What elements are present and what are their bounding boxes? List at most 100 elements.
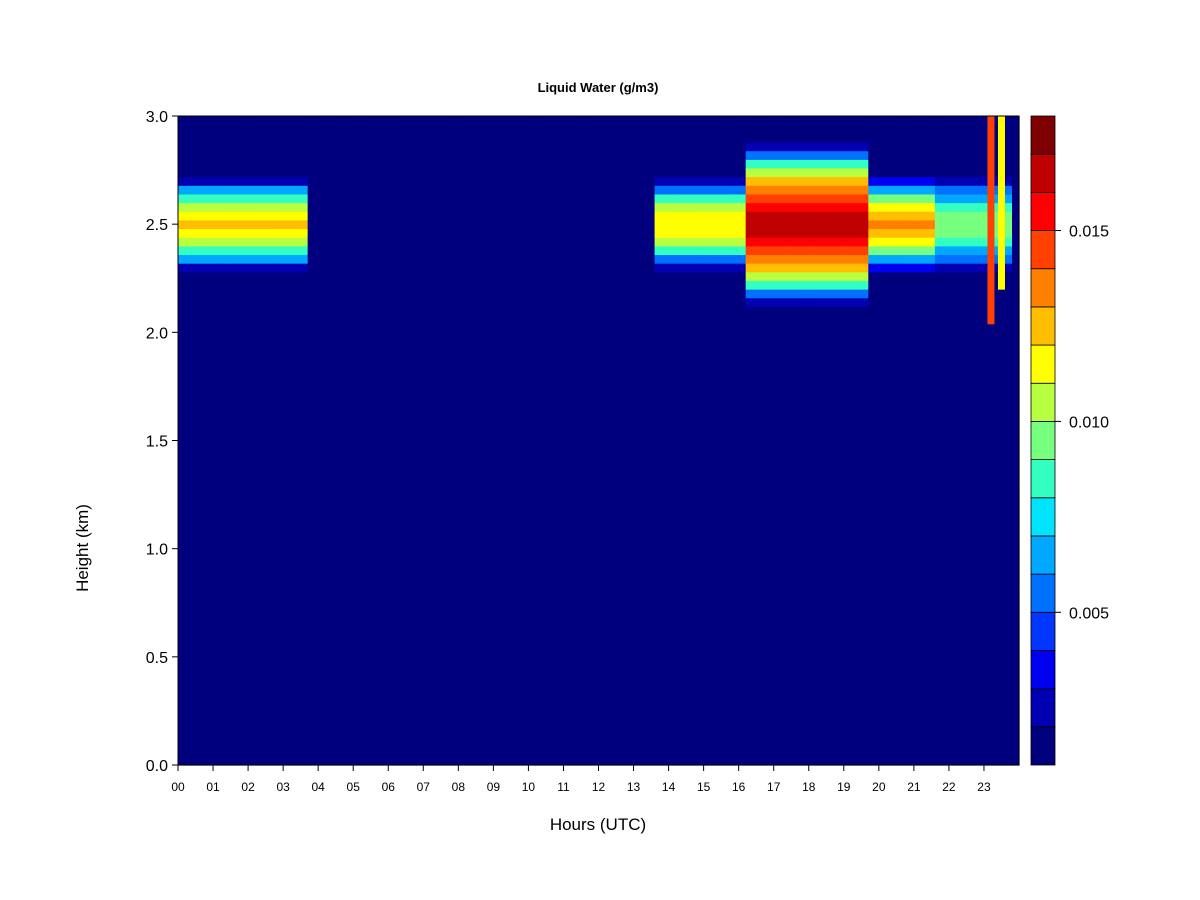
heatmap-cell: [367, 661, 372, 671]
heatmap-cell: [321, 756, 326, 766]
heatmap-cell: [199, 522, 204, 532]
heatmap-cell: [223, 444, 228, 455]
heatmap-cell: [339, 323, 344, 333]
heatmap-cell: [374, 548, 379, 558]
heatmap-cell: [234, 141, 239, 152]
heatmap-cell: [258, 548, 263, 558]
heatmap-cell: [377, 228, 382, 238]
heatmap-cell: [297, 289, 302, 299]
heatmap-cell: [300, 496, 305, 506]
heatmap-cell: [269, 609, 274, 619]
heatmap-cell: [307, 488, 312, 498]
heatmap-cell: [279, 704, 284, 714]
heatmap-cell: [342, 695, 347, 706]
heatmap-cell: [269, 185, 274, 195]
heatmap-cell: [349, 418, 354, 429]
heatmap-cell: [370, 505, 375, 515]
heatmap-cell: [244, 444, 249, 455]
heatmap-cell: [405, 237, 410, 247]
heatmap-cell: [230, 652, 235, 662]
heatmap-cell: [377, 583, 382, 593]
heatmap-cell: [279, 315, 284, 325]
heatmap-cell: [206, 124, 211, 134]
heatmap-cell: [255, 609, 260, 619]
heatmap-cell: [384, 263, 389, 273]
heatmap-cell: [202, 306, 207, 316]
heatmap-cell: [328, 721, 333, 731]
heatmap-cell: [370, 237, 375, 247]
heatmap-cell: [318, 436, 323, 446]
heatmap-cell: [258, 514, 263, 524]
heatmap-cell: [367, 687, 372, 697]
heatmap-cell: [377, 280, 382, 290]
heatmap-cell: [272, 332, 277, 342]
heatmap-cell: [377, 185, 382, 195]
heatmap-cell: [318, 141, 323, 152]
heatmap-cell: [377, 695, 382, 706]
heatmap-cell: [188, 678, 193, 688]
heatmap-cell: [395, 219, 400, 230]
heatmap-cell: [332, 730, 337, 740]
heatmap-cell: [258, 687, 263, 697]
heatmap-cell: [265, 652, 270, 662]
heatmap-cell: [321, 315, 326, 325]
heatmap-cell: [332, 444, 337, 455]
heatmap-cell: [374, 462, 379, 472]
heatmap-cell: [216, 176, 221, 186]
heatmap-cell: [311, 254, 316, 264]
heatmap-cell: [279, 600, 284, 610]
heatmap-cell: [335, 643, 340, 654]
heatmap-cell: [290, 721, 295, 731]
heatmap-cell: [206, 306, 211, 316]
heatmap-cell: [370, 479, 375, 489]
heatmap-cell: [377, 410, 382, 420]
heatmap-cell: [332, 271, 337, 282]
heatmap-cell: [202, 366, 207, 377]
heatmap-cell: [178, 237, 183, 247]
heatmap-cell: [353, 721, 358, 731]
heatmap-cell: [195, 401, 200, 411]
heatmap-cell: [195, 583, 200, 593]
heatmap-cell: [395, 557, 400, 567]
heatmap-cell: [223, 747, 228, 757]
heatmap-cell: [192, 557, 197, 567]
heatmap-cell: [388, 505, 393, 515]
heatmap-cell: [391, 453, 396, 463]
heatmap-cell: [230, 557, 235, 567]
heatmap-cell: [230, 591, 235, 602]
heatmap-cell: [370, 401, 375, 411]
heatmap-cell: [223, 470, 228, 481]
heatmap-cell: [346, 141, 351, 152]
heatmap-cell: [335, 116, 340, 126]
heatmap-cell: [199, 306, 204, 316]
heatmap-cell: [363, 219, 368, 230]
heatmap-cell: [244, 756, 249, 766]
heatmap-cell: [335, 721, 340, 731]
heatmap-cell: [185, 713, 190, 723]
heatmap-cell: [185, 427, 190, 437]
heatmap-cell: [283, 436, 288, 446]
heatmap-cell: [220, 574, 225, 584]
heatmap-cell: [209, 514, 214, 524]
heatmap-cell: [192, 678, 197, 688]
heatmap-cell: [248, 159, 253, 169]
heatmap-cell: [258, 695, 263, 706]
heatmap-cell: [353, 141, 358, 152]
heatmap-cell: [202, 669, 207, 680]
heatmap-cell: [402, 704, 407, 714]
heatmap-cell: [395, 531, 400, 541]
heatmap-cell: [304, 635, 309, 645]
heatmap-cell: [356, 721, 361, 731]
heatmap-cell: [272, 609, 277, 619]
heatmap-cell: [370, 219, 375, 230]
heatmap-cell: [213, 401, 218, 411]
heatmap-cell: [377, 548, 382, 558]
heatmap-cell: [307, 591, 312, 602]
heatmap-cell: [409, 704, 414, 714]
heatmap-cell: [220, 635, 225, 645]
heatmap-cell: [279, 159, 284, 169]
heatmap-cell: [234, 600, 239, 610]
heatmap-cell: [251, 254, 256, 264]
heatmap-cell: [220, 280, 225, 290]
heatmap-cell: [370, 643, 375, 654]
